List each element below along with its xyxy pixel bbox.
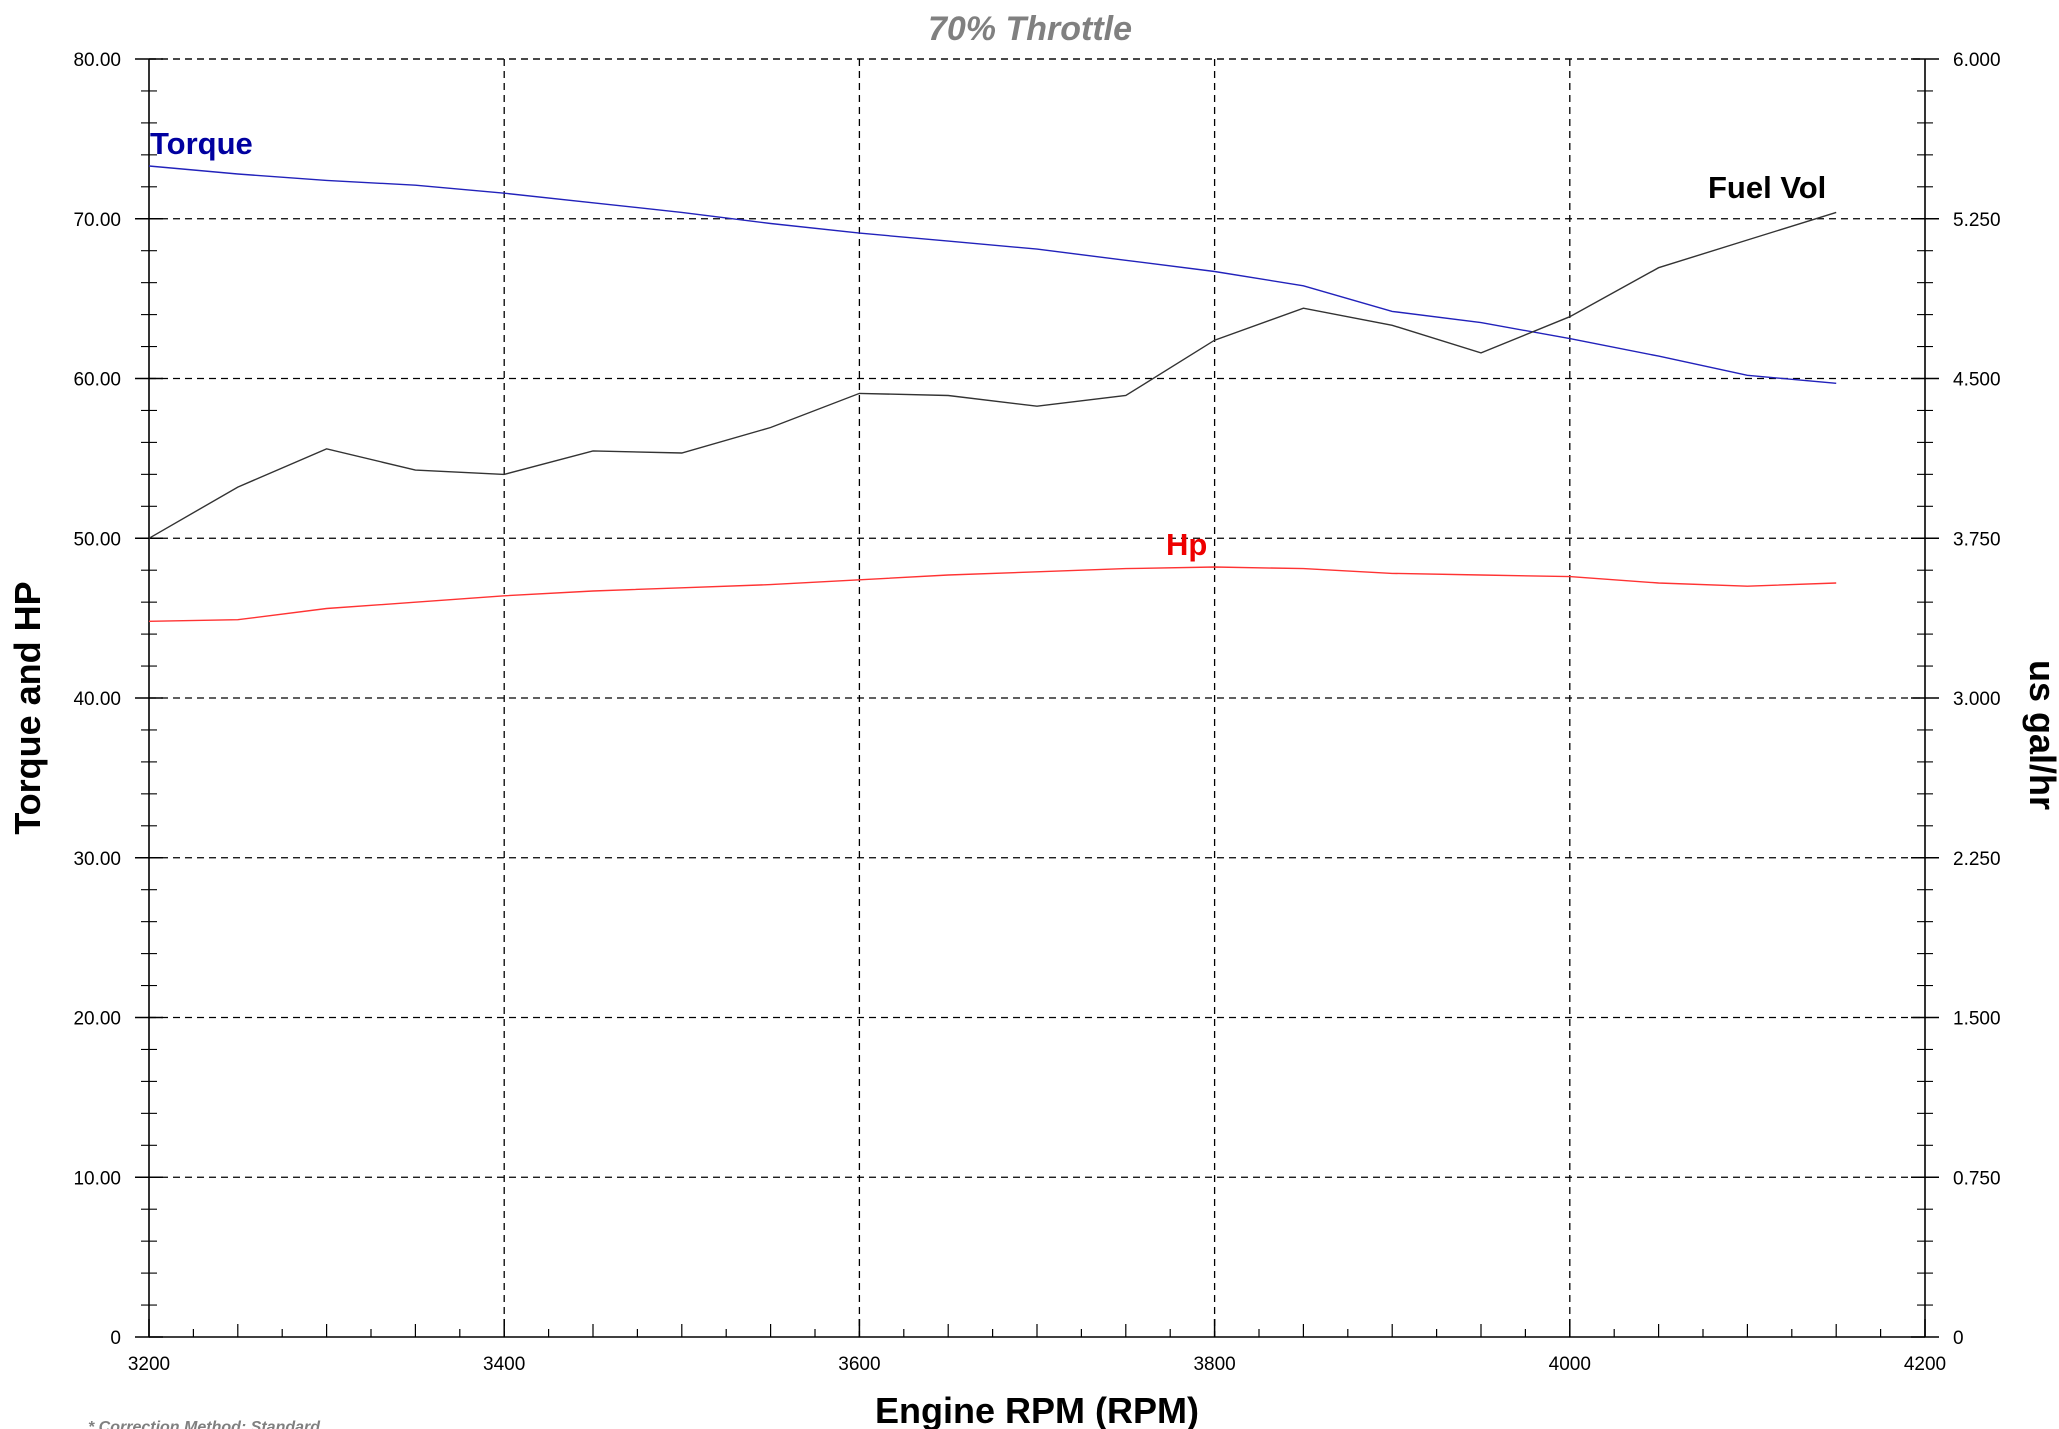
y-right-tick-label: 6.000	[1953, 50, 2001, 71]
series-label-fuel-vol: Fuel Vol	[1708, 170, 1826, 205]
y-right-tick-label: 2.250	[1953, 849, 2001, 870]
y-right-tick-label: 5.250	[1953, 210, 2001, 231]
y-axis-right-title: us gal/hr	[2022, 660, 2059, 810]
y-left-tick-label: 30.00	[73, 849, 121, 870]
x-tick-label: 3400	[483, 1354, 525, 1375]
series-lines	[148, 165, 1837, 622]
x-tick-labels: 3200 3400 3600 3800 4000 4200	[128, 1354, 1946, 1375]
correction-note: * Correction Method: Standard	[88, 1419, 321, 1429]
series-line-torque	[148, 165, 1837, 384]
x-tick-label: 4200	[1904, 1354, 1946, 1375]
y-left-tick-label: 80.00	[73, 50, 121, 71]
x-tick-label: 3800	[1193, 1354, 1235, 1375]
y-axis-left-title: Torque and HP	[7, 581, 48, 834]
y-right-tick-label: 3.750	[1953, 529, 2001, 550]
y-left-tick-label: 10.00	[73, 1168, 121, 1189]
y-right-tick-label: 0	[1953, 1328, 1964, 1349]
y-left-tick-labels: 0 10.00 20.00 30.00 40.00 50.00 60.00 70.00 80.0…	[73, 50, 121, 1349]
series-label-hp: Hp	[1166, 527, 1207, 562]
series-line-fuel-vol	[148, 211, 1837, 539]
x-tick-label: 3200	[128, 1354, 170, 1375]
series-line-hp	[148, 566, 1837, 622]
chart-title: 70% Throttle	[928, 10, 1132, 48]
y-right-tick-label: 1.500	[1953, 1009, 2001, 1030]
y-left-tick-label: 50.00	[73, 529, 121, 550]
y-left-tick-label: 0	[110, 1328, 121, 1349]
y-left-tick-label: 70.00	[73, 210, 121, 231]
gridlines	[149, 58, 1925, 1337]
x-tick-label: 4000	[1549, 1354, 1591, 1375]
y-right-tick-label: 0.750	[1953, 1168, 2001, 1189]
y-right-tick-label: 4.500	[1953, 370, 2001, 391]
y-left-tick-label: 40.00	[73, 689, 121, 710]
x-axis-title: Engine RPM (RPM)	[875, 1390, 1199, 1429]
x-tick-label: 3600	[838, 1354, 880, 1375]
y-left-tick-label: 60.00	[73, 370, 121, 391]
y-right-tick-labels: 0 0.750 1.500 2.250 3.000 3.750 4.500 5.250 6.00…	[1953, 50, 2001, 1349]
y-left-tick-label: 20.00	[73, 1009, 121, 1030]
series-label-torque: Torque	[150, 126, 253, 161]
axis-ticks	[135, 58, 1939, 1338]
y-right-tick-label: 3.000	[1953, 689, 2001, 710]
